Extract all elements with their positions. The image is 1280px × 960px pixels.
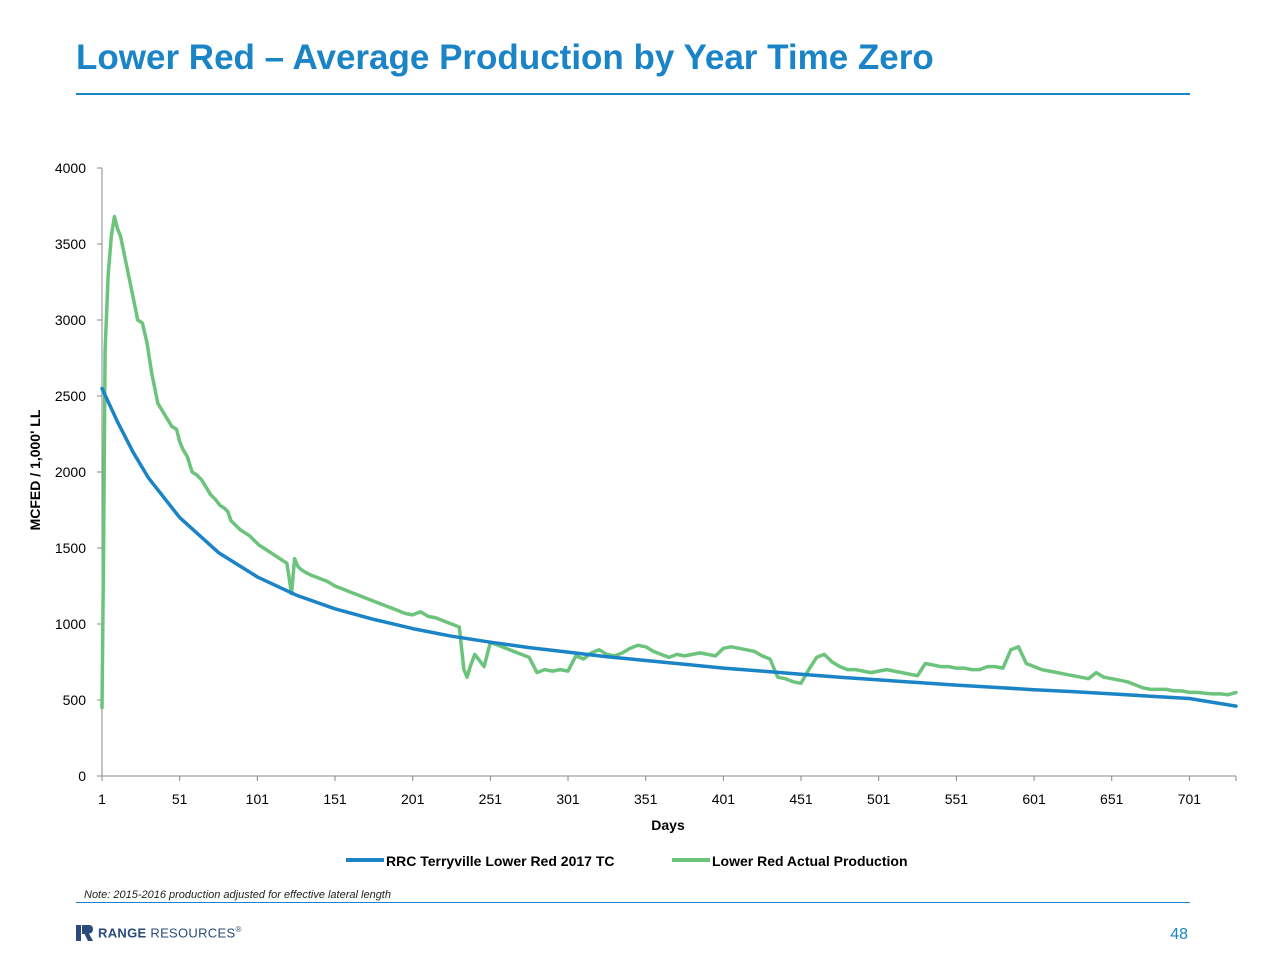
x-tick-label: 251 — [479, 791, 503, 807]
x-tick-label: 1 — [98, 791, 106, 807]
page-number: 48 — [1170, 926, 1188, 943]
x-tick-label: 701 — [1178, 791, 1202, 807]
chart-series — [100, 214, 1238, 710]
series-line-type-curve — [100, 386, 1238, 708]
x-axis-label: Days — [651, 817, 685, 833]
company-logo: RANGE RESOURCES® — [76, 925, 242, 941]
y-tick-label: 3500 — [55, 236, 86, 252]
footer-divider — [76, 902, 1190, 903]
slide-title: Lower Red – Average Production by Year T… — [76, 38, 934, 77]
x-tick-label: 401 — [712, 791, 736, 807]
y-tick-label: 1000 — [55, 616, 86, 632]
x-tick-label: 451 — [789, 791, 813, 807]
legend-item-actual-production: Lower Red Actual Production — [672, 853, 908, 869]
x-tick-label: 601 — [1022, 791, 1046, 807]
x-tick-label: 551 — [945, 791, 969, 807]
x-tick-label: 151 — [323, 791, 347, 807]
logo-registered-mark: ® — [235, 925, 242, 935]
legend-label: Lower Red Actual Production — [712, 853, 908, 869]
legend-item-type-curve: RRC Terryville Lower Red 2017 TC — [346, 853, 614, 869]
y-axis-label: MCFED / 1,000' LL — [27, 409, 43, 530]
y-tick-label: 0 — [78, 768, 86, 784]
footnote: Note: 2015-2016 production adjusted for … — [84, 889, 391, 901]
series-line-actual-production — [100, 214, 1238, 710]
title-divider — [76, 93, 1190, 95]
x-tick-label: 51 — [172, 791, 188, 807]
legend-label: RRC Terryville Lower Red 2017 TC — [386, 853, 614, 869]
x-tick-label: 501 — [867, 791, 891, 807]
logo-brand: RANGE — [98, 925, 147, 941]
y-tick-label: 1500 — [55, 540, 86, 556]
y-tick-label: 3000 — [55, 312, 86, 328]
y-tick-label: 2000 — [55, 464, 86, 480]
logo-suffix: RESOURCES — [150, 925, 236, 941]
x-tick-label: 201 — [401, 791, 425, 807]
range-logo-icon — [76, 925, 93, 941]
y-tick-label: 2500 — [55, 388, 86, 404]
x-tick-label: 301 — [556, 791, 580, 807]
y-tick-label: 4000 — [55, 160, 86, 176]
x-tick-label: 101 — [246, 791, 270, 807]
x-tick-label: 351 — [634, 791, 658, 807]
x-tick-label: 651 — [1100, 791, 1124, 807]
chart-legend: RRC Terryville Lower Red 2017 TC Lower Re… — [346, 853, 908, 869]
y-tick-label: 500 — [63, 692, 87, 708]
